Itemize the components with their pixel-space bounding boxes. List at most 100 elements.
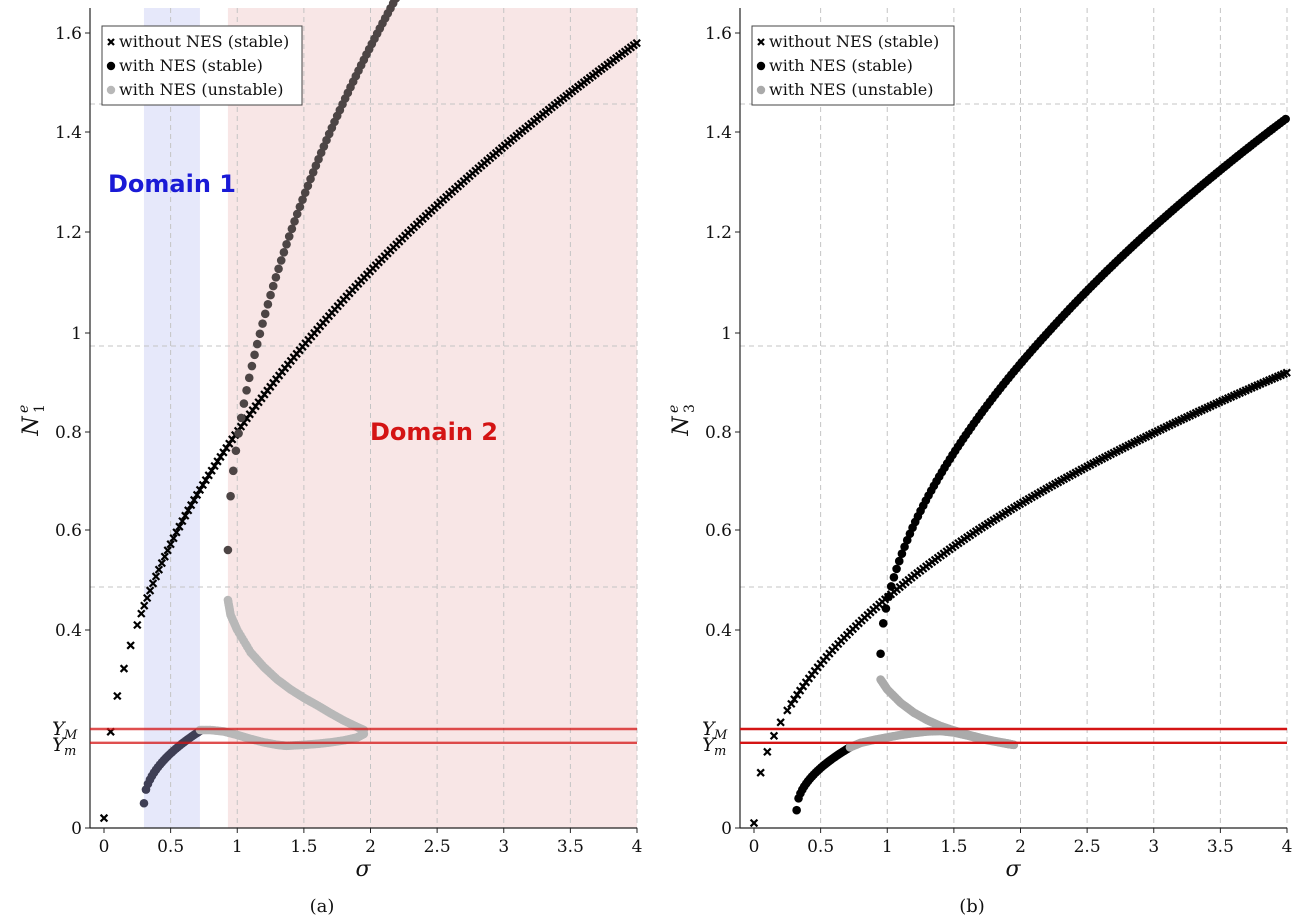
data-point-x-stroke	[160, 552, 169, 561]
data-point-x-stroke	[213, 457, 222, 466]
data-point	[876, 649, 885, 659]
x-tick-label: 3.5	[557, 837, 584, 857]
level-label-y-min-main: Y	[52, 734, 67, 756]
data-point	[878, 619, 888, 628]
x-tick-label: 3	[498, 837, 509, 857]
x-tick-label: 0	[749, 837, 760, 857]
legend-entry-label: with NES (unstable)	[769, 80, 933, 99]
data-point-x-stroke	[163, 546, 172, 555]
legend-entry-label: with NES (stable)	[769, 56, 913, 75]
data-point	[300, 188, 310, 197]
y-axis-label: Ne 1	[16, 404, 48, 437]
y-axis-label: Ne 3	[666, 404, 698, 437]
x-tick-label: 1	[882, 837, 893, 857]
level-label-y-min-main: Y	[702, 734, 717, 756]
data-point-x	[776, 718, 785, 727]
data-point-x-stroke	[172, 528, 181, 537]
data-point-x	[189, 495, 199, 505]
y-tick-label: 1.2	[55, 223, 82, 243]
data-point-x	[632, 38, 641, 48]
data-point	[279, 247, 289, 257]
data-point-x	[787, 699, 796, 709]
data-point-x-stroke	[769, 731, 779, 740]
level-label-y-max-main: Y	[52, 718, 67, 740]
x-tick-label: 0.5	[157, 837, 184, 857]
x-tick-label: 1.5	[290, 837, 317, 857]
data-point-x	[126, 641, 135, 650]
data-point-x-stroke	[148, 579, 158, 588]
data-point-x-stroke	[175, 522, 184, 531]
data-point-x	[201, 475, 210, 485]
data-point-x	[186, 500, 196, 510]
data-point-x-stroke	[186, 500, 196, 510]
x-tick-label: 4	[632, 837, 643, 857]
data-point	[244, 373, 254, 383]
data-point-x-stroke	[749, 818, 759, 828]
data-point-x	[175, 522, 184, 531]
data-point-x	[181, 511, 190, 520]
legend-entry-label: with NES (unstable)	[119, 80, 283, 99]
data-point-x-stroke	[157, 558, 167, 568]
y-tick-label: 1.4	[55, 123, 82, 143]
x-tick-label: 2	[1015, 837, 1026, 857]
level-label-y-max-sub: M	[63, 728, 78, 743]
data-point-x	[137, 609, 146, 618]
panel-caption: (a)	[310, 896, 335, 917]
data-point	[756, 85, 766, 95]
data-point	[250, 350, 259, 360]
data-point-x	[783, 706, 792, 715]
data-point	[311, 161, 321, 171]
data-point-x-stroke	[204, 471, 213, 480]
legend-box	[101, 25, 303, 106]
data-point	[298, 195, 307, 204]
data-point-x	[192, 490, 202, 500]
data-point-x-stroke	[113, 691, 122, 701]
series-without-nes	[99, 38, 641, 823]
data-point	[900, 542, 909, 552]
data-point-x-stroke	[166, 540, 175, 549]
data-point-x	[107, 38, 115, 46]
y-tick-label: 1.4	[705, 123, 732, 143]
data-point	[223, 545, 233, 555]
data-point-x	[145, 586, 155, 595]
x-tick-label: 2.5	[1074, 837, 1101, 857]
x-tick-label: 0	[99, 837, 110, 857]
data-point	[282, 239, 291, 249]
data-point-x	[148, 579, 158, 588]
y-tick-label: 1	[721, 324, 732, 344]
data-point-x-stroke	[757, 38, 765, 46]
y-tick-label: 1	[71, 324, 82, 344]
data-point	[252, 339, 262, 349]
data-point	[276, 256, 286, 265]
x-tick-label: 3	[1148, 837, 1159, 857]
data-point-x-stroke	[783, 706, 792, 715]
y-tick-label: 0.6	[705, 521, 732, 541]
data-point-x-stroke	[184, 506, 193, 515]
data-point	[271, 273, 281, 282]
data-point-x	[769, 731, 779, 740]
data-point-x	[198, 480, 208, 490]
data-point-x-stroke	[137, 609, 146, 618]
domain-1-region	[143, 8, 200, 828]
data-point-x-stroke	[126, 641, 135, 650]
data-point-x-stroke	[189, 495, 199, 505]
x-tick-label: 0.5	[807, 837, 834, 857]
y-tick-label: 1.6	[705, 24, 732, 44]
y-tick-label: 0	[71, 819, 82, 839]
data-point-x	[757, 38, 765, 46]
y-tick-label: 0.4	[705, 621, 732, 641]
x-tick-label: 2.5	[424, 837, 451, 857]
data-point-x	[213, 457, 222, 466]
data-point-x-stroke	[140, 601, 149, 610]
data-point-x	[133, 620, 142, 630]
data-point-x	[756, 768, 765, 777]
data-point	[226, 491, 235, 501]
data-point	[391, 0, 400, 3]
data-point	[255, 329, 265, 339]
data-point	[889, 572, 899, 582]
data-point-x	[763, 747, 772, 757]
legend: without NES (stable) with NES (stable) wit…	[101, 25, 303, 106]
